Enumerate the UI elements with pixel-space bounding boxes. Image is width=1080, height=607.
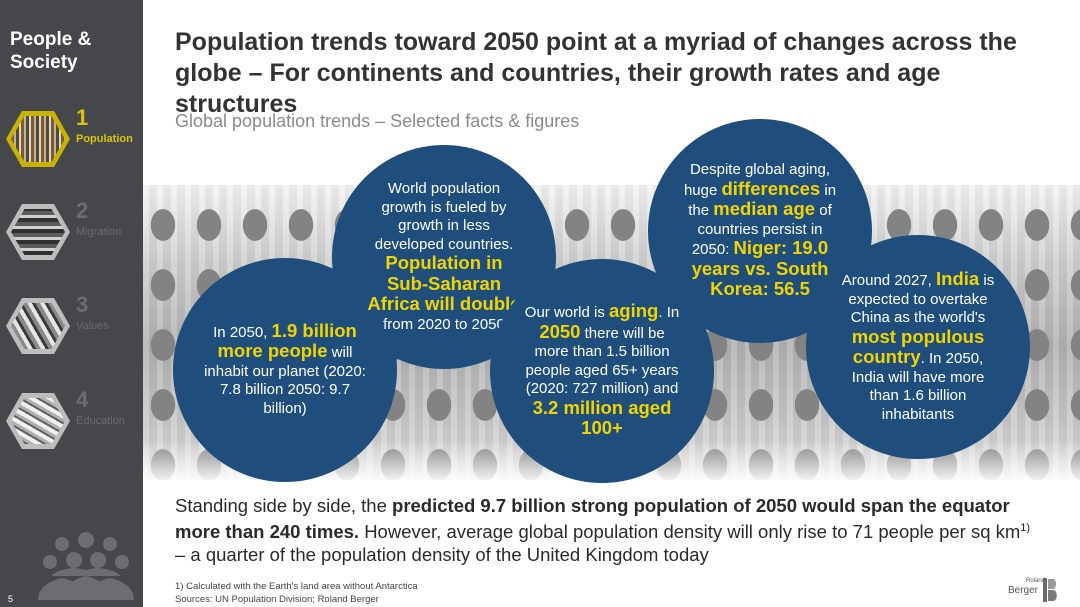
sidebar-item-number: 1 bbox=[76, 105, 89, 130]
roland-berger-logo: Roland Berger bbox=[1008, 578, 1058, 602]
highlight-text: Population in Sub-Saharan Africa will do… bbox=[367, 252, 521, 314]
sidebar-item-number: 4 bbox=[76, 387, 89, 412]
migration-thumbnail-icon bbox=[6, 204, 70, 260]
footnote-marker: 1) bbox=[1020, 522, 1031, 534]
fact-bubble-aging: Our world is aging. In 2050 there will b… bbox=[490, 259, 714, 483]
sidebar-item-population[interactable]: 1 Population bbox=[6, 105, 141, 181]
summary-statement: Standing side by side, the predicted 9.7… bbox=[175, 495, 1031, 566]
logo-mark-icon bbox=[1043, 578, 1057, 602]
sidebar-item-migration[interactable]: 2 Migration bbox=[6, 198, 141, 274]
sources-note: Sources: UN Population Division; Roland … bbox=[175, 594, 379, 605]
sidebar-item-label: Population bbox=[76, 133, 133, 145]
footnote-1: 1) Calculated with the Earth's land area… bbox=[175, 581, 418, 592]
page-number: 5 bbox=[8, 594, 14, 604]
page-subtitle: Global population trends – Selected fact… bbox=[175, 111, 580, 131]
sidebar-item-label: Education bbox=[76, 415, 125, 427]
fact-bubble-india: Around 2027, India is expected to overta… bbox=[806, 235, 1030, 459]
people-group-icon bbox=[38, 532, 134, 600]
sidebar-item-number: 2 bbox=[76, 198, 89, 223]
sidebar-item-label: Values bbox=[76, 320, 109, 332]
sidebar-item-number: 3 bbox=[76, 292, 89, 317]
sidebar-item-label: Migration bbox=[76, 226, 122, 238]
population-thumbnail-icon bbox=[6, 111, 70, 167]
sidebar-title: People & Society bbox=[10, 29, 92, 73]
highlight-text: 1.9 billion more people bbox=[217, 319, 357, 362]
footnotes: 1) Calculated with the Earth's land area… bbox=[175, 580, 418, 606]
values-thumbnail-icon bbox=[6, 298, 70, 354]
page-title: Population trends toward 2050 point at a… bbox=[175, 28, 1017, 118]
sidebar-item-education[interactable]: 4 Education bbox=[6, 387, 141, 463]
education-thumbnail-icon bbox=[6, 393, 70, 449]
sidebar-item-values[interactable]: 3 Values bbox=[6, 292, 141, 368]
sidebar: People & Society 1 Population 2 Migratio… bbox=[0, 0, 143, 607]
